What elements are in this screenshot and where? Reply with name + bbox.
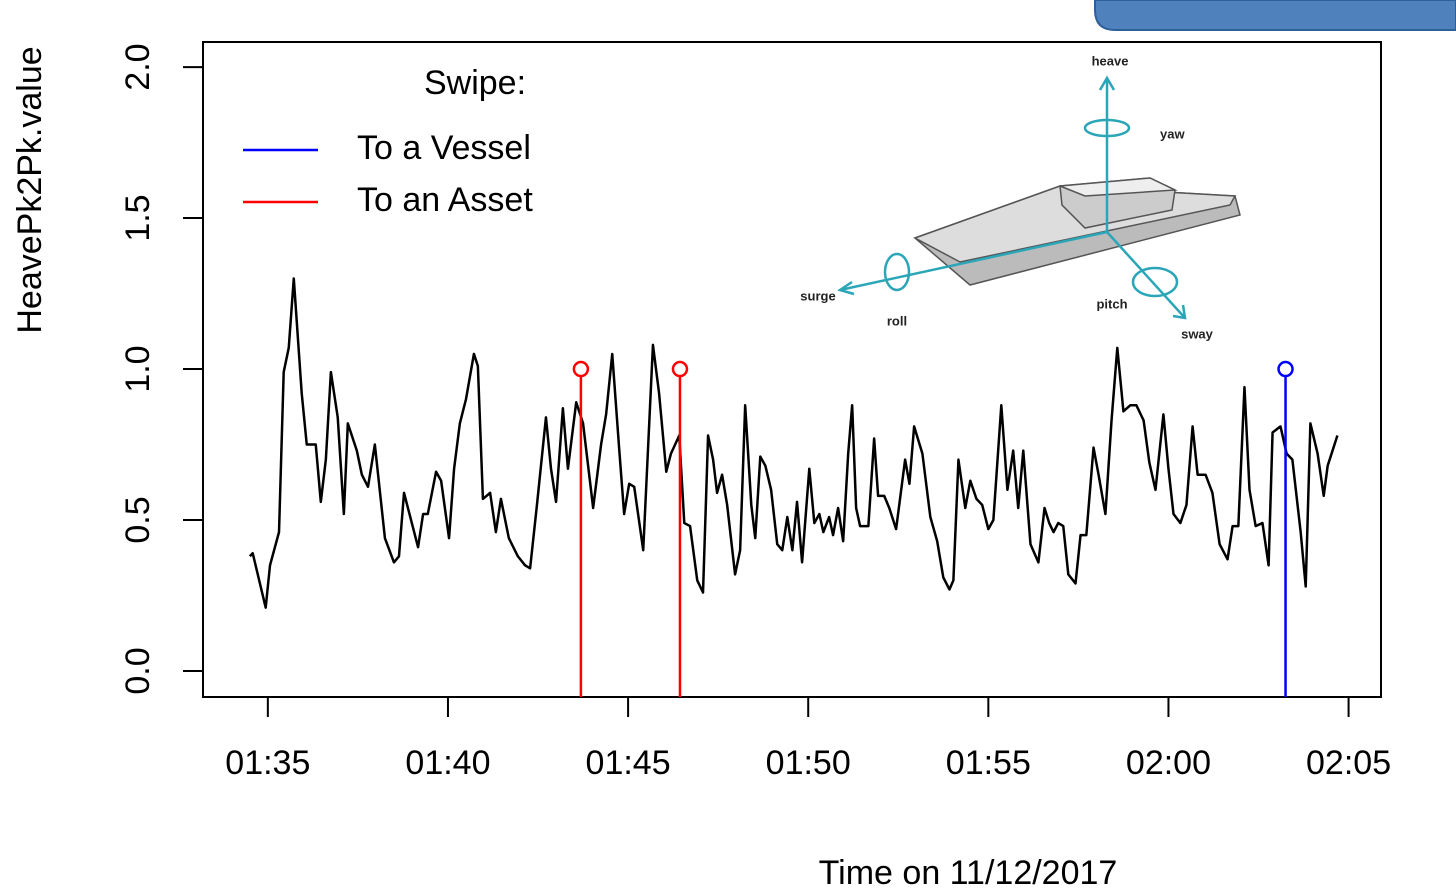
corner-tab	[1094, 0, 1456, 31]
legend-title: Swipe:	[424, 64, 526, 102]
x-tick-label: 01:35	[225, 744, 310, 782]
x-tick-label: 01:45	[586, 744, 671, 782]
ship-inset	[837, 75, 1241, 320]
legend-label: To a Vessel	[357, 129, 531, 167]
event-marker	[1277, 360, 1294, 378]
x-tick-label: 01:40	[405, 744, 490, 782]
inset-label: heave	[1092, 53, 1129, 68]
event-marker	[671, 360, 689, 378]
x-tick-label: 01:55	[946, 744, 1031, 782]
inset-label: sway	[1181, 326, 1214, 341]
x-tick-label: 02:00	[1126, 744, 1211, 782]
inset-label: yaw	[1160, 126, 1185, 141]
inset-label: roll	[887, 313, 907, 328]
y-tick-label: 0.0	[119, 647, 157, 694]
x-tick-label: 01:50	[766, 744, 851, 782]
y-tick-label: 2.0	[119, 43, 157, 90]
legend-label: To an Asset	[357, 181, 533, 219]
inset-label: surge	[800, 288, 835, 303]
inset-label: pitch	[1096, 296, 1127, 311]
event-marker	[572, 360, 590, 378]
x-axis-label: Time on 11/12/2017	[819, 854, 1118, 892]
y-axis-label: HeavePk2Pk.value	[11, 46, 49, 333]
y-tick-label: 1.0	[119, 345, 157, 392]
y-tick-label: 0.5	[119, 496, 157, 543]
data-line	[248, 277, 1339, 609]
y-tick-label: 1.5	[119, 194, 157, 241]
x-tick-label: 02:05	[1306, 744, 1391, 782]
